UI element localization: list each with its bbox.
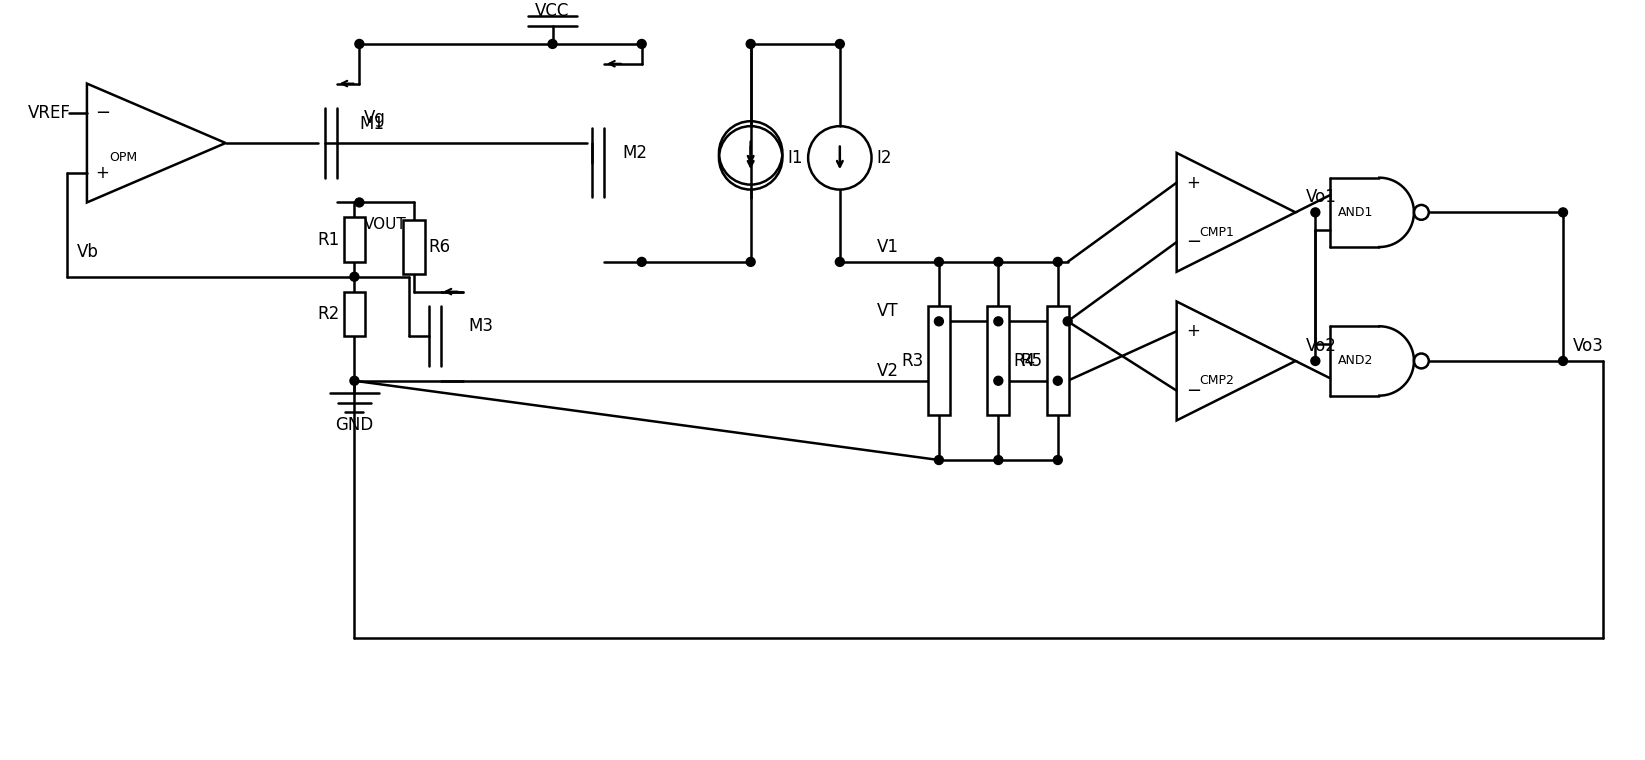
Circle shape xyxy=(637,40,646,49)
Circle shape xyxy=(1053,376,1063,385)
Text: R1: R1 xyxy=(317,230,339,249)
Circle shape xyxy=(994,317,1003,326)
Text: R4: R4 xyxy=(1013,352,1035,370)
Text: Vg: Vg xyxy=(364,109,387,127)
Text: GND: GND xyxy=(336,416,373,435)
Text: R6: R6 xyxy=(429,238,451,256)
Circle shape xyxy=(747,40,755,49)
Text: Vo2: Vo2 xyxy=(1306,337,1336,355)
Circle shape xyxy=(934,258,943,266)
Circle shape xyxy=(747,258,755,266)
Text: VOUT: VOUT xyxy=(364,217,406,233)
Text: CMP2: CMP2 xyxy=(1199,374,1234,388)
Circle shape xyxy=(1558,208,1568,217)
Circle shape xyxy=(836,258,844,266)
Text: V2: V2 xyxy=(877,362,898,380)
Text: CMP1: CMP1 xyxy=(1199,226,1234,239)
Text: I1: I1 xyxy=(788,149,803,167)
Text: R2: R2 xyxy=(317,305,339,323)
Text: VREF: VREF xyxy=(28,104,71,122)
Circle shape xyxy=(1063,317,1073,326)
Circle shape xyxy=(934,317,943,326)
Bar xyxy=(344,217,365,262)
Text: +: + xyxy=(1186,173,1201,192)
Circle shape xyxy=(355,198,364,207)
Bar xyxy=(928,306,949,416)
Circle shape xyxy=(637,258,646,266)
Circle shape xyxy=(1311,356,1319,366)
Circle shape xyxy=(836,40,844,49)
Text: AND2: AND2 xyxy=(1337,354,1374,367)
Circle shape xyxy=(1311,208,1319,217)
Text: VCC: VCC xyxy=(535,2,569,21)
Circle shape xyxy=(548,40,558,49)
Circle shape xyxy=(994,376,1003,385)
Bar xyxy=(987,306,1010,416)
Circle shape xyxy=(1053,258,1063,266)
Text: −: − xyxy=(95,104,110,122)
Circle shape xyxy=(1558,356,1568,366)
Text: V1: V1 xyxy=(877,238,898,256)
Circle shape xyxy=(994,455,1003,464)
Text: Vb: Vb xyxy=(77,243,99,261)
Text: M3: M3 xyxy=(469,317,493,335)
Circle shape xyxy=(994,258,1003,266)
Text: −: − xyxy=(1186,233,1202,251)
Text: OPM: OPM xyxy=(109,151,137,164)
Bar xyxy=(403,220,424,274)
Text: +: + xyxy=(95,163,109,182)
Text: AND1: AND1 xyxy=(1337,206,1374,219)
Text: Vo3: Vo3 xyxy=(1573,337,1604,355)
Text: Vo1: Vo1 xyxy=(1306,188,1336,207)
Bar xyxy=(344,292,365,336)
Text: +: + xyxy=(1186,322,1201,340)
Text: R5: R5 xyxy=(1022,352,1043,370)
Circle shape xyxy=(350,376,359,385)
Text: M1: M1 xyxy=(359,115,385,133)
Text: I2: I2 xyxy=(877,149,892,167)
Text: R3: R3 xyxy=(901,352,924,370)
Text: M2: M2 xyxy=(622,144,646,162)
Text: −: − xyxy=(1186,382,1202,400)
Bar xyxy=(1046,306,1069,416)
Text: VT: VT xyxy=(877,302,898,321)
Circle shape xyxy=(934,455,943,464)
Circle shape xyxy=(355,40,364,49)
Circle shape xyxy=(1053,455,1063,464)
Circle shape xyxy=(350,272,359,281)
